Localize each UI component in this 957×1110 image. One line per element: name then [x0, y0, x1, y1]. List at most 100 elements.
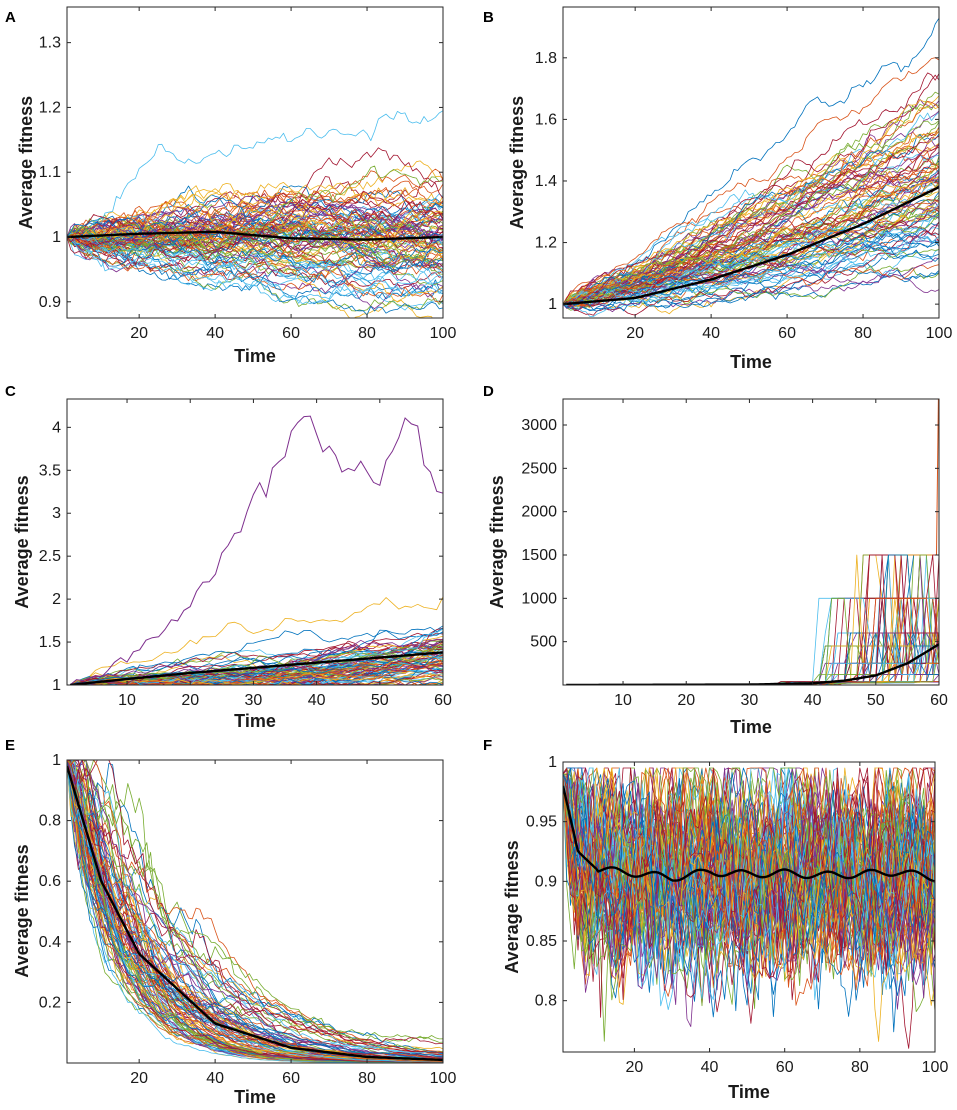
- trace-line: [67, 760, 443, 1055]
- trace-line: [67, 232, 443, 304]
- traces: [67, 110, 443, 318]
- trace-line: [563, 767, 935, 979]
- x-tick-label: 40: [206, 325, 224, 342]
- trace-line: [67, 220, 443, 280]
- trace-line: [563, 264, 939, 306]
- ticks: 10 20 30 40 50 60 500 1000 1500 2000 2500 3000: [521, 399, 948, 709]
- panel-f: F 20 40 60 80 100 0.8 0.85 0.9 0.95 1 Time Averag…: [483, 737, 948, 1102]
- x-axis-title: Time: [234, 711, 276, 731]
- x-tick-label: 20: [130, 325, 148, 342]
- mean-path: [67, 765, 443, 1062]
- trace-line: [67, 228, 443, 289]
- trace-line: [563, 110, 939, 305]
- y-tick-label: 2000: [521, 504, 557, 521]
- trace-line: [70, 642, 443, 685]
- y-tick-label: 4: [52, 419, 61, 436]
- panel-letter-b: B: [483, 9, 494, 26]
- x-tick-label: 60: [930, 692, 948, 709]
- trace-line: [563, 202, 939, 305]
- x-tick-label: 50: [867, 692, 885, 709]
- trace-line: [67, 187, 443, 258]
- y-tick-label: 1: [52, 752, 61, 769]
- mean-path: [67, 230, 443, 241]
- trace-line: [67, 760, 443, 1063]
- x-tick-label: 60: [434, 692, 452, 709]
- trace-line: [563, 181, 939, 308]
- trace-line: [67, 196, 443, 244]
- trace-line: [563, 266, 939, 312]
- trace-line: [70, 669, 443, 685]
- x-tick-label: 100: [430, 325, 457, 342]
- x-tick-label: 60: [282, 1070, 300, 1087]
- ticks: 20 40 60 80 100 0.9 1 1.1 1.2 1.3: [39, 7, 457, 342]
- trace-line: [563, 200, 939, 307]
- x-tick-label: 20: [625, 1059, 643, 1076]
- x-tick-label: 50: [371, 692, 389, 709]
- y-tick-label: 3.5: [39, 462, 61, 479]
- axes-box: [66, 6, 444, 319]
- trace-line: [563, 244, 939, 306]
- panel-letter-c: C: [5, 383, 16, 400]
- trace-line: [70, 652, 443, 685]
- trace-line: [67, 224, 443, 259]
- y-tick-label: 0.8: [39, 813, 61, 830]
- y-tick-label: 1.3: [39, 35, 61, 52]
- x-tick-label: 80: [851, 1059, 869, 1076]
- mean-line: [563, 785, 935, 883]
- y-tick-label: 0.4: [39, 934, 61, 951]
- trace-line: [563, 770, 935, 999]
- x-tick-label: 30: [741, 692, 759, 709]
- y-tick-label: 1: [52, 677, 61, 694]
- ticks: 10 20 30 40 50 60 1 1.5 2 2.5 3 3.5 4: [39, 399, 452, 709]
- x-tick-label: 30: [245, 692, 263, 709]
- y-tick-label: 1.5: [39, 634, 61, 651]
- x-axis-title: Time: [728, 1082, 770, 1102]
- trace-line: [67, 760, 443, 1063]
- y-tick-label: 1.2: [535, 235, 557, 252]
- x-tick-label: 40: [702, 325, 720, 342]
- trace-line: [67, 205, 443, 258]
- trace-line: [67, 221, 443, 269]
- trace-line: [67, 223, 443, 253]
- trace-line: [70, 625, 443, 685]
- panel-letter-a: A: [5, 9, 16, 26]
- trace-line: [563, 230, 939, 316]
- trace-line: [70, 661, 443, 685]
- traces: [563, 767, 935, 1049]
- trace-line: [563, 133, 939, 305]
- trace-line: [67, 760, 443, 1054]
- trace-line: [67, 236, 443, 303]
- plot-area: [67, 399, 443, 685]
- axes-box: [562, 761, 936, 1053]
- trace-line: [563, 248, 939, 317]
- trace-line: [67, 760, 443, 1060]
- y-tick-label: 0.9: [39, 294, 61, 311]
- y-tick-label: 3: [52, 505, 61, 522]
- x-tick-label: 40: [206, 1070, 224, 1087]
- trace-line: [563, 771, 935, 1006]
- x-axis-title: Time: [234, 346, 276, 366]
- axes-box: [562, 398, 940, 686]
- ticks: 20 40 60 80 100 1 1.2 1.4 1.6 1.8: [535, 7, 952, 342]
- x-tick-label: 40: [804, 692, 822, 709]
- trace-line: [563, 767, 935, 1000]
- mean-line: [67, 230, 443, 241]
- x-tick-label: 60: [282, 325, 300, 342]
- trace-line: [563, 773, 935, 972]
- y-axis-title: Average fitness: [487, 475, 507, 608]
- y-tick-label: 1: [548, 296, 557, 313]
- trace-line: [563, 17, 939, 305]
- trace-line: [70, 671, 443, 685]
- trace-line: [67, 219, 443, 260]
- y-tick-label: 500: [530, 634, 557, 651]
- plot-area: [563, 399, 939, 685]
- x-tick-label: 40: [308, 692, 326, 709]
- y-tick-label: 2: [52, 591, 61, 608]
- trace-line: [563, 100, 939, 305]
- trace-line: [67, 211, 443, 245]
- x-axis-title: Time: [234, 1087, 276, 1107]
- ticks: 20 40 60 80 100 0.8 0.85 0.9 0.95 1: [526, 754, 949, 1076]
- panel-e: E 20 40 60 80 100 0.2 0.4 0.6 0.8 1 Time Average …: [5, 737, 456, 1107]
- y-tick-label: 1500: [521, 547, 557, 564]
- trace-line: [67, 228, 443, 275]
